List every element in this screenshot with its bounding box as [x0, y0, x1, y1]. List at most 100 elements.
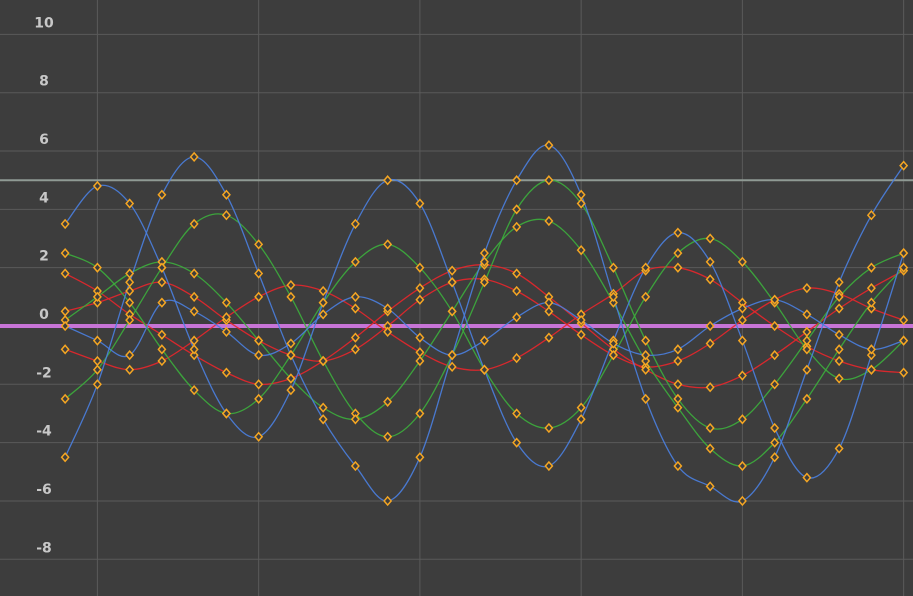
point-marker [125, 364, 135, 375]
point-marker [705, 274, 715, 285]
point-marker [254, 350, 264, 361]
point-marker [383, 396, 393, 407]
point-marker [415, 355, 425, 367]
point-marker [383, 326, 393, 337]
point-marker [899, 160, 909, 171]
point-marker [415, 332, 425, 343]
point-marker [157, 297, 167, 308]
point-marker [286, 291, 296, 302]
point-marker [673, 227, 683, 238]
point-marker [479, 247, 489, 259]
point-marker [447, 265, 457, 276]
point-marker [899, 247, 909, 259]
point-marker [899, 367, 909, 378]
point-marker [576, 414, 586, 425]
y-tick-label: -8 [36, 540, 52, 556]
point-marker [318, 309, 328, 320]
point-marker [770, 320, 780, 332]
point-marker [512, 175, 522, 186]
point-marker [544, 460, 554, 472]
point-marker [221, 367, 231, 378]
point-marker [92, 262, 102, 273]
y-tick-label: 4 [39, 190, 49, 206]
point-marker [92, 364, 102, 375]
point-marker [641, 335, 651, 346]
point-marker [512, 352, 522, 364]
point-marker [899, 335, 909, 346]
point-marker [350, 256, 360, 267]
point-marker [512, 408, 522, 419]
y-tick-label: 6 [39, 132, 49, 148]
point-marker [866, 364, 876, 375]
point-marker [834, 355, 844, 367]
point-marker [737, 414, 747, 425]
point-marker [318, 297, 328, 308]
point-marker [737, 495, 747, 507]
point-marker [189, 350, 199, 361]
point-marker [415, 262, 425, 273]
point-marker [286, 350, 296, 361]
point-marker [189, 306, 199, 317]
point-marker [92, 297, 102, 308]
point-marker [60, 393, 70, 405]
point-marker [350, 303, 360, 314]
point-marker [447, 277, 457, 288]
point-marker [157, 189, 167, 200]
point-marker [125, 315, 135, 326]
point-marker [92, 379, 102, 390]
point-marker [641, 355, 651, 367]
series-line [64, 144, 905, 503]
point-marker [254, 239, 264, 250]
point-marker [221, 297, 231, 308]
point-marker [834, 373, 844, 384]
point-marker [415, 294, 425, 305]
point-marker [641, 364, 651, 375]
point-marker [350, 218, 360, 230]
point-marker [770, 422, 780, 434]
point-marker [576, 189, 586, 200]
point-marker [125, 350, 135, 361]
point-marker [60, 344, 70, 355]
point-marker [60, 247, 70, 259]
y-tick-label: 10 [34, 15, 54, 31]
point-marker [254, 393, 264, 405]
point-marker [737, 370, 747, 381]
point-marker [350, 414, 360, 425]
point-marker [673, 247, 683, 259]
point-marker [705, 443, 715, 454]
y-tick-label: 0 [39, 307, 49, 323]
point-marker [157, 277, 167, 288]
point-marker [544, 306, 554, 317]
point-marker [189, 385, 199, 396]
point-marker [318, 414, 328, 425]
point-marker [834, 443, 844, 454]
point-marker [318, 285, 328, 297]
y-tick-label: -4 [36, 424, 52, 440]
point-marker [705, 233, 715, 244]
point-marker [189, 344, 199, 355]
y-tick-label: 8 [39, 74, 49, 90]
point-marker [189, 268, 199, 279]
point-marker [770, 350, 780, 361]
point-marker [834, 277, 844, 288]
point-marker [350, 460, 360, 472]
point-marker [866, 210, 876, 221]
point-marker [383, 175, 393, 186]
point-marker [737, 303, 747, 314]
point-marker [576, 315, 586, 326]
point-marker [383, 431, 393, 442]
point-marker [802, 309, 812, 320]
point-marker [479, 256, 489, 267]
point-marker [221, 210, 231, 221]
series-line [64, 179, 904, 438]
point-marker [415, 408, 425, 419]
point-marker [608, 297, 618, 308]
point-marker [834, 303, 844, 314]
point-marker [544, 332, 554, 343]
point-marker [770, 379, 780, 390]
point-marker [866, 282, 876, 294]
point-marker [673, 262, 683, 273]
y-tick-label: 2 [39, 249, 49, 265]
point-marker [286, 385, 296, 396]
point-marker [705, 338, 715, 349]
